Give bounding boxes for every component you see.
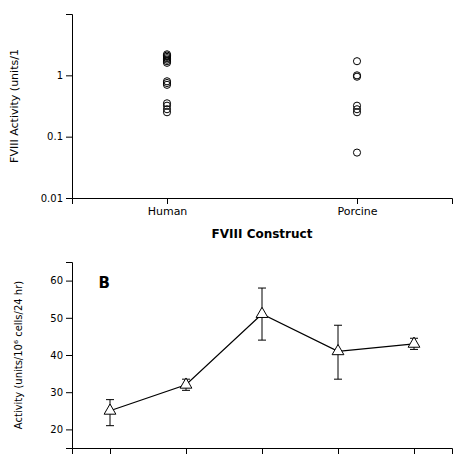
series	[104, 288, 420, 426]
point	[163, 109, 170, 116]
point	[353, 109, 360, 116]
error-bar-segment	[334, 325, 342, 326]
tick-mark	[66, 281, 72, 282]
y-axis: 0.01 0.1 1	[41, 15, 73, 204]
axis-line	[73, 449, 453, 455]
axis-line	[73, 199, 453, 205]
tick-label: 0.1	[47, 131, 63, 142]
point	[353, 149, 360, 156]
point	[163, 58, 170, 65]
tick-mark	[167, 198, 168, 204]
y-tick: 50	[50, 313, 72, 324]
tick-mark	[186, 448, 187, 454]
point	[180, 378, 192, 388]
tick-mark	[110, 448, 111, 454]
tick-label: Human	[148, 205, 188, 218]
tick-mark	[66, 355, 72, 356]
tick-mark	[66, 429, 72, 430]
tick-label: 20	[50, 424, 63, 435]
panel-a: Human Porcine 0.01 0.1 1 FVIII Activity (unit…	[8, 15, 453, 242]
x-axis-title: FVIII Construct	[212, 227, 313, 241]
x-tick: Porcine	[337, 198, 377, 218]
tick-label: 50	[50, 313, 63, 324]
y-tick: 1	[57, 70, 72, 81]
tick-label: 40	[50, 350, 63, 361]
tick-mark	[66, 318, 72, 319]
tick-mark	[66, 75, 72, 76]
tick-mark	[357, 198, 358, 204]
error-bar-segment	[106, 425, 114, 426]
y-axis-title: Activity (units/10⁶ cells/24 hr)	[13, 281, 24, 429]
point	[256, 307, 268, 317]
x-axis	[73, 448, 453, 454]
error-bar-segment	[334, 379, 342, 380]
x-tick	[186, 448, 187, 454]
tick-label: 30	[50, 387, 63, 398]
tick-label: 0.01	[41, 193, 63, 204]
axis-line	[66, 263, 73, 449]
point	[163, 79, 170, 86]
chart: Human Porcine 0.01 0.1 1 FVIII Activity (unit…	[0, 0, 474, 474]
point	[104, 404, 116, 414]
y-tick: 0.01	[41, 193, 72, 204]
tick-label: Porcine	[337, 205, 377, 218]
tick-label: 1	[57, 70, 63, 81]
tick-mark	[262, 448, 263, 454]
tick-mark	[66, 198, 72, 199]
point	[353, 73, 360, 80]
x-tick	[338, 448, 339, 454]
error-bar-segment	[106, 399, 114, 400]
x-axis: Human Porcine	[73, 198, 453, 218]
tick-mark	[66, 137, 72, 138]
error-bar-segment	[258, 288, 266, 289]
point	[163, 81, 170, 88]
point	[332, 344, 344, 354]
y-axis-title: FVIII Activity (units/1	[8, 49, 21, 163]
y-tick: 20	[50, 424, 72, 435]
y-axis: 20 30 40 50 60	[50, 263, 72, 449]
point	[353, 58, 360, 65]
x-tick	[414, 448, 415, 454]
tick-label: 60	[50, 275, 63, 286]
tick-mark	[66, 392, 72, 393]
tick-mark	[414, 448, 415, 454]
error-bar-segment	[182, 390, 190, 391]
tick-mark	[338, 448, 339, 454]
y-tick: 60	[50, 275, 72, 286]
x-tick: Human	[148, 198, 188, 218]
x-tick	[262, 448, 263, 454]
panel-label: B	[99, 274, 110, 292]
axis-line	[66, 15, 73, 199]
y-tick: 30	[50, 387, 72, 398]
x-tick	[110, 448, 111, 454]
y-tick: 0.1	[47, 131, 72, 142]
y-tick: 40	[50, 350, 72, 361]
point	[408, 337, 420, 347]
error-bar-segment	[410, 349, 418, 350]
error-bar-segment	[258, 340, 266, 341]
panel-b: 20 30 40 50 60 Activity (units/10⁶ cells/24 h…	[13, 263, 453, 455]
points	[163, 51, 360, 156]
point	[163, 59, 170, 66]
